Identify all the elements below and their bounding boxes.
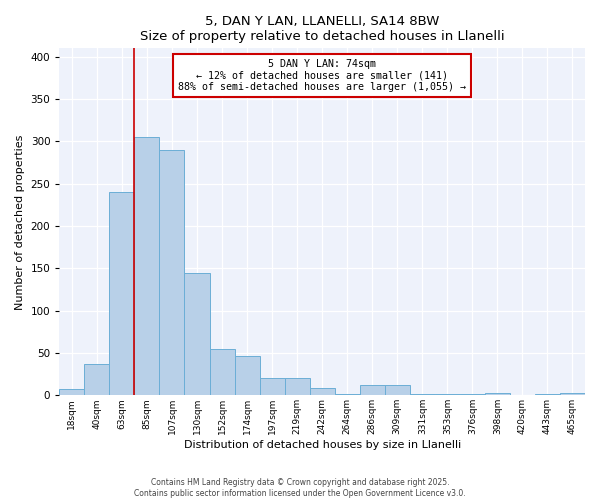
Bar <box>85 364 109 396</box>
Bar <box>360 385 385 396</box>
Bar <box>435 394 460 396</box>
Bar <box>535 394 560 396</box>
Bar <box>109 192 134 396</box>
Text: Contains HM Land Registry data © Crown copyright and database right 2025.
Contai: Contains HM Land Registry data © Crown c… <box>134 478 466 498</box>
Title: 5, DAN Y LAN, LLANELLI, SA14 8BW
Size of property relative to detached houses in: 5, DAN Y LAN, LLANELLI, SA14 8BW Size of… <box>140 15 505 43</box>
Bar <box>310 388 335 396</box>
Bar <box>284 378 310 396</box>
Bar <box>460 394 485 396</box>
Bar <box>160 150 184 396</box>
Bar <box>209 348 235 396</box>
Bar <box>485 393 510 396</box>
X-axis label: Distribution of detached houses by size in Llanelli: Distribution of detached houses by size … <box>184 440 461 450</box>
Bar <box>134 137 160 396</box>
Bar <box>235 356 260 396</box>
Text: 5 DAN Y LAN: 74sqm
← 12% of detached houses are smaller (141)
88% of semi-detach: 5 DAN Y LAN: 74sqm ← 12% of detached hou… <box>178 58 466 92</box>
Bar <box>335 394 360 396</box>
Y-axis label: Number of detached properties: Number of detached properties <box>15 134 25 310</box>
Bar <box>385 385 410 396</box>
Bar <box>184 272 209 396</box>
Bar <box>410 394 435 396</box>
Bar <box>59 390 85 396</box>
Bar <box>560 393 585 396</box>
Bar <box>260 378 284 396</box>
